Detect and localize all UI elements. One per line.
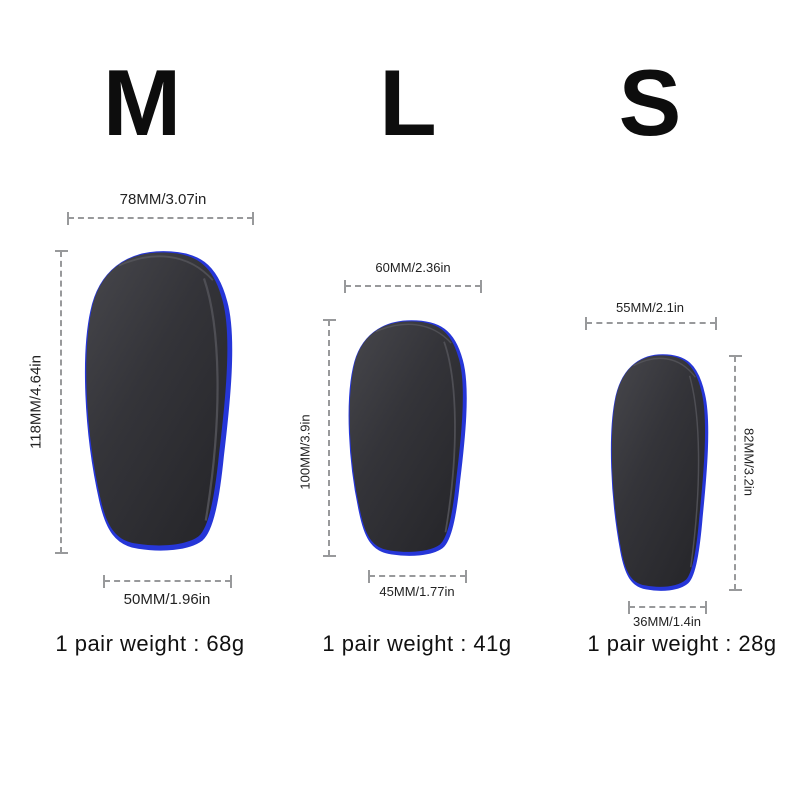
- top-width-label: 60MM/2.36in: [375, 260, 451, 275]
- shin-pad-image: [603, 351, 720, 592]
- size-letter: L: [379, 50, 437, 155]
- height-label: 82MM/3.2in: [741, 428, 757, 496]
- shin-pad-image: [339, 317, 481, 557]
- size-letter: M: [102, 50, 182, 155]
- height-label: 118MM/4.64in: [27, 355, 45, 449]
- bottom-width-label: 36MM/1.4in: [633, 614, 701, 629]
- shin-pad-image: [73, 247, 250, 552]
- top-width-label: 55MM/2.1in: [616, 300, 684, 315]
- height-dimension-line: [55, 250, 68, 554]
- pair-weight-label: 1 pair weight : 68g: [55, 631, 245, 656]
- height-label: 100MM/3.9in: [297, 414, 313, 490]
- top-width-dimension-line: [585, 317, 717, 330]
- size-letter: S: [618, 50, 682, 155]
- bottom-width-label: 45MM/1.77in: [379, 584, 455, 599]
- pair-weight-label: 1 pair weight : 41g: [322, 631, 512, 656]
- height-dimension-line: [729, 355, 742, 591]
- top-width-dimension-line: [344, 280, 482, 293]
- top-width-dimension-line: [67, 212, 254, 225]
- height-dimension-line: [323, 319, 336, 557]
- bottom-width-dimension-line: [628, 601, 707, 614]
- bottom-width-dimension-line: [103, 575, 232, 588]
- top-width-label: 78MM/3.07in: [119, 191, 207, 208]
- pair-weight-label: 1 pair weight : 28g: [587, 631, 777, 656]
- bottom-width-dimension-line: [368, 570, 467, 583]
- bottom-width-label: 50MM/1.96in: [123, 591, 211, 608]
